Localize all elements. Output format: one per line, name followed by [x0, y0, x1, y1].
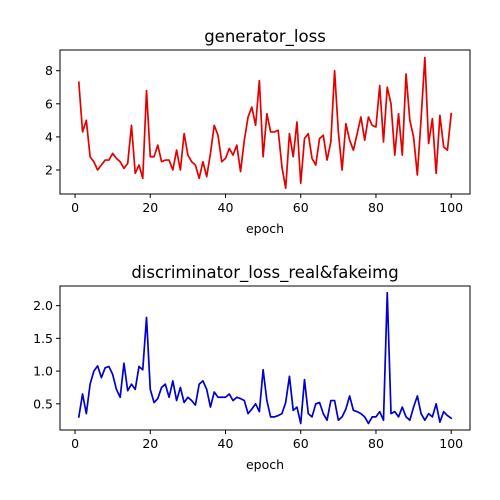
- x-tick-label: 40: [218, 436, 234, 451]
- x-tick-label: 0: [71, 200, 79, 215]
- axis-ticks: 0 20 40 60 80 100 2 4 6 8: [45, 63, 463, 215]
- y-tick-label: 0.5: [33, 396, 53, 411]
- x-tick-label: 60: [293, 200, 309, 215]
- series-line-group: [77, 56, 453, 190]
- y-tick-label: 2: [45, 163, 53, 178]
- x-axis-label: epoch: [246, 457, 284, 472]
- x-tick-label: 100: [439, 436, 463, 451]
- chart-title: generator_loss: [204, 27, 326, 47]
- chart-generator-loss: generator_loss 0 20 40 60 80 100 2 4 6 8 epoch: [45, 27, 471, 236]
- x-tick-label: 20: [142, 200, 158, 215]
- x-tick-label: 60: [293, 436, 309, 451]
- x-tick-label: 40: [218, 200, 234, 215]
- x-tick-label: 80: [368, 200, 384, 215]
- x-tick-label: 100: [439, 200, 463, 215]
- y-tick-label: 6: [45, 96, 53, 111]
- plot-frame: [59, 285, 471, 431]
- series-line: [77, 291, 453, 425]
- y-tick-label: 2.0: [33, 298, 53, 313]
- series-line: [77, 56, 453, 190]
- y-tick-label: 1.0: [33, 364, 53, 379]
- axis-ticks: 0 20 40 60 80 100 0.5 1.0 1.5 2.0: [33, 298, 463, 451]
- y-tick-label: 8: [45, 63, 53, 78]
- x-tick-label: 80: [368, 436, 384, 451]
- plot-frame: [59, 49, 471, 195]
- x-tick-label: 0: [71, 436, 79, 451]
- x-tick-label: 20: [142, 436, 158, 451]
- chart-discriminator-loss: discriminator_loss_real&fakeimg 0 20 40 60 8…: [33, 263, 471, 472]
- chart-title: discriminator_loss_real&fakeimg: [131, 263, 398, 283]
- y-tick-label: 1.5: [33, 331, 53, 346]
- series-line-group: [77, 291, 453, 425]
- y-tick-label: 4: [45, 129, 53, 144]
- x-axis-label: epoch: [246, 221, 284, 236]
